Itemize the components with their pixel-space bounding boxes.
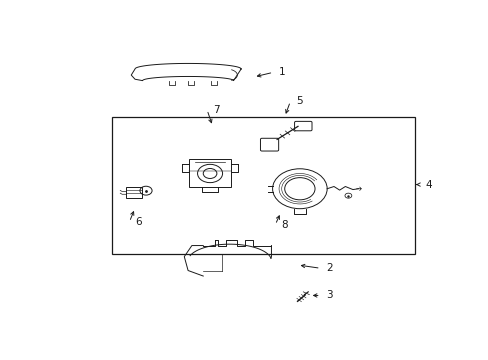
Text: 8: 8 — [280, 220, 287, 230]
Text: 6: 6 — [135, 217, 142, 227]
Text: 1: 1 — [279, 67, 285, 77]
Bar — [126, 187, 142, 198]
Text: 3: 3 — [326, 291, 332, 301]
Text: 7: 7 — [212, 105, 219, 115]
Bar — [112, 117, 415, 254]
Bar — [189, 159, 230, 186]
Text: 4: 4 — [424, 180, 431, 190]
Text: 2: 2 — [326, 263, 332, 273]
Text: 5: 5 — [296, 96, 302, 107]
